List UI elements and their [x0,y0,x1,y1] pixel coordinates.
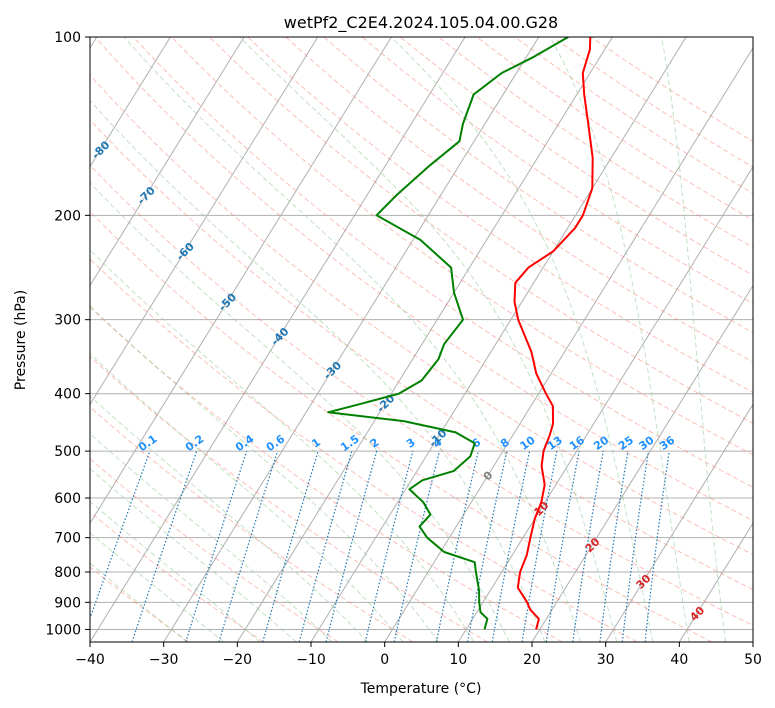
y-tick-label: 100 [54,30,81,46]
moist-adiabat [90,305,439,642]
moist-adiabat [90,532,225,642]
dry-adiabat [90,211,712,642]
moist-adiabat [661,37,727,642]
x-tick-label: 10 [449,652,467,668]
moist-adiabat [90,395,369,642]
y-tick-label: 900 [54,595,81,611]
x-tick-label: 40 [670,652,688,668]
axes: −40 −30 −20 −10 0 10 20 30 40 50 1000 900 800 700 600 5… [45,30,762,668]
mixing-ratio-line [393,450,441,642]
mixing-ratio-line [262,450,319,642]
plot-background [90,37,753,642]
mixing-ratio-line [466,450,508,642]
mixing-ratio-line [131,450,198,642]
x-tick-label: 0 [380,652,389,668]
moist-adiabat [90,468,297,642]
dry-adiabat [90,119,753,591]
mixing-ratio-line [218,450,279,642]
dry-adiabat [90,458,339,642]
dry-adiabat [323,37,753,334]
moist-adiabat [90,562,188,642]
x-tick-label: 30 [597,652,615,668]
isotherm-line [90,37,319,406]
y-tick-label: 200 [54,208,81,224]
mixing-ratio-line [325,450,378,642]
isotherm-line [163,37,540,642]
x-tick-label: −20 [223,652,253,668]
mixing-ratio-line [298,450,353,642]
dry-adiabat [90,306,563,642]
x-tick-label: −30 [149,652,179,668]
dewpoint-line [327,37,569,630]
y-tick-label: 400 [54,387,81,403]
mixing-ratio-line [435,450,479,642]
moist-adiabat [90,353,404,642]
isotherm-line [531,284,753,642]
y-tick-label: 300 [54,313,81,329]
isotherm-line [384,46,753,642]
dry-adiabat [90,355,488,642]
dry-adiabat [90,164,753,627]
isotherm-line [605,403,753,642]
isotherm-line [236,37,613,642]
isotherm-line [457,165,753,642]
moist-adiabat [390,37,654,642]
x-axis-label: Temperature (°C) [360,681,482,697]
dry-adiabat [171,37,753,456]
moist-adiabat [90,249,475,642]
y-tick-label: 500 [54,444,81,460]
temperature-line [513,37,594,630]
moist-adiabat [123,37,582,642]
chart-title: wetPf2_C2E4.2024.105.04.00.G28 [284,13,558,33]
plot-frame [89,36,754,643]
y-tick-label: 600 [54,491,81,507]
dry-adiabat [361,37,753,305]
dry-adiabat [94,37,753,522]
dry-adiabat [90,258,638,642]
isotherm-line [678,522,753,642]
isotherm-line [90,37,171,168]
isotherm-line [752,641,753,642]
isotherm-label: -100 [0,59,16,88]
y-tick-label: 800 [54,565,81,581]
x-tick-label: −40 [75,652,105,668]
dry-adiabat [132,37,753,488]
x-tick-label: 20 [523,652,541,668]
dry-adiabat [90,406,414,642]
moist-adiabat [90,500,261,642]
dry-adiabat [90,74,753,556]
profiles [327,37,594,630]
mixing-ratio-line [185,450,248,642]
y-axis-label: Pressure (hPa) [13,290,29,390]
dry-adiabat [90,511,264,642]
moist-adiabat [90,182,510,642]
isotherm-line [90,37,392,525]
y-tick-label: 700 [54,531,81,547]
isotherm-line [90,37,466,642]
isotherm-label: -90 [44,93,67,116]
y-tick-label: 1000 [45,622,81,638]
dry-adiabat [285,37,753,363]
isotherm-line [90,37,245,287]
moist-adiabat [549,37,690,642]
background-lines [90,37,753,642]
x-tick-label: −10 [296,652,326,668]
x-tick-label: 50 [744,652,762,668]
